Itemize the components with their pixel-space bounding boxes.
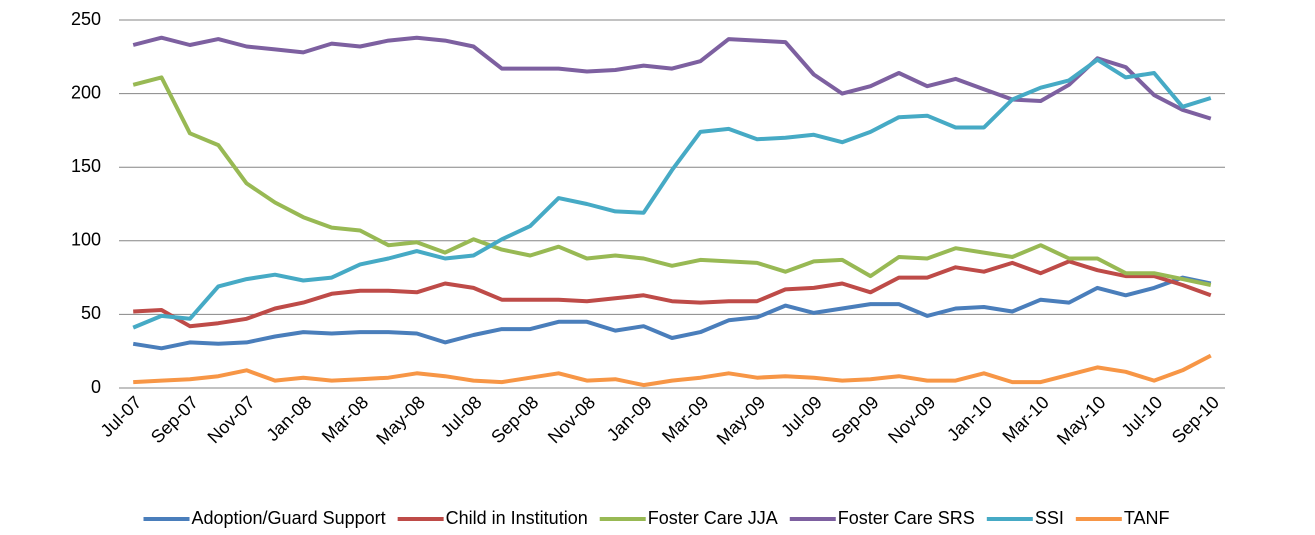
x-tick-label: Jul-07: [97, 392, 146, 441]
series-line: [132, 35, 1212, 121]
x-tick-label: May-09: [713, 392, 770, 449]
x-tick-label: Mar-08: [318, 392, 372, 446]
x-tick-label: May-10: [1053, 392, 1110, 449]
x-tick-label: Mar-09: [658, 392, 712, 446]
x-tick-label: Sep-07: [147, 392, 202, 447]
y-tick-label: 100: [71, 230, 101, 250]
x-tick-label: Jan-08: [262, 392, 315, 445]
x-tick-label: May-08: [372, 392, 429, 449]
x-tick-label: Sep-10: [1168, 392, 1223, 447]
series-line: [133, 353, 1212, 388]
x-tick-label: Jul-10: [1117, 392, 1166, 441]
series-line: [132, 57, 1212, 330]
y-tick-label: 250: [71, 9, 101, 29]
legend-label: SSI: [1035, 508, 1064, 528]
legend-label: Foster Care JJA: [648, 508, 778, 528]
x-tick-label: Sep-09: [828, 392, 883, 447]
legend-label: TANF: [1124, 508, 1170, 528]
y-tick-label: 200: [71, 82, 101, 102]
series-line: [132, 275, 1212, 351]
x-tick-label: Jul-09: [777, 392, 826, 441]
x-tick-label: Jan-09: [603, 392, 656, 445]
x-tick-label: Nov-09: [884, 392, 939, 447]
y-tick-label: 50: [81, 303, 101, 323]
legend-label: Foster Care SRS: [838, 508, 975, 528]
series-line: [133, 259, 1212, 329]
x-tick-label: Jan-10: [943, 392, 996, 445]
y-tick-label: 150: [71, 156, 101, 176]
x-tick-label: Mar-10: [998, 392, 1052, 446]
x-tick-label: Sep-08: [487, 392, 542, 447]
x-tick-label: Nov-08: [544, 392, 599, 447]
legend-label: Adoption/Guard Support: [192, 508, 386, 528]
legend-label: Child in Institution: [446, 508, 588, 528]
series-line: [132, 75, 1212, 287]
x-tick-label: Jul-08: [437, 392, 486, 441]
y-tick-label: 0: [91, 377, 101, 397]
x-tick-label: Nov-07: [204, 392, 259, 447]
